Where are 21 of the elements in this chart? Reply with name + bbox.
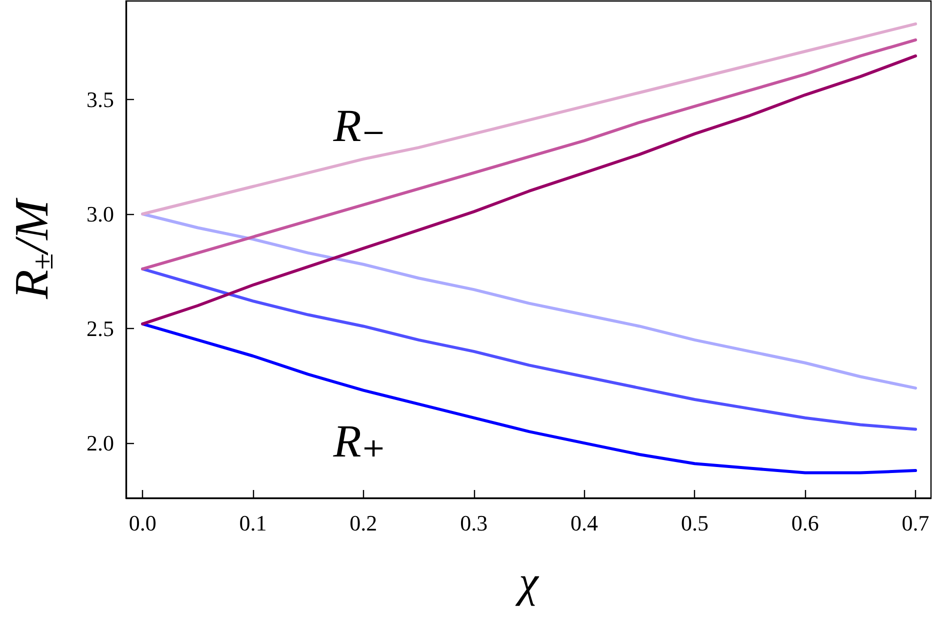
x-axis-title: χ bbox=[514, 558, 540, 606]
line-series bbox=[141, 22, 918, 216]
y-axis-title: R±/M bbox=[6, 196, 60, 300]
x-tick-label: 0.0 bbox=[128, 510, 156, 536]
annotation: R₊ bbox=[332, 415, 386, 466]
line-series bbox=[141, 54, 918, 326]
x-tick-label: 0.4 bbox=[570, 510, 598, 536]
y-tick-label: 2.0 bbox=[86, 430, 114, 456]
line-series bbox=[141, 38, 918, 270]
x-tick-label: 0.1 bbox=[239, 510, 267, 536]
x-tick-label: 0.5 bbox=[680, 510, 708, 536]
y-tick-label: 2.5 bbox=[86, 316, 114, 342]
x-tick-label: 0.7 bbox=[902, 510, 930, 536]
x-tick-label: 0.2 bbox=[350, 510, 378, 536]
x-tick-label: 0.6 bbox=[791, 510, 819, 536]
y-tick-label: 3.5 bbox=[86, 86, 114, 112]
y-tick-label: 3.0 bbox=[86, 202, 114, 226]
line-series bbox=[141, 322, 918, 474]
annotation: R₋ bbox=[332, 100, 386, 151]
x-tick-label: 0.3 bbox=[460, 510, 488, 536]
line-series bbox=[141, 212, 918, 390]
